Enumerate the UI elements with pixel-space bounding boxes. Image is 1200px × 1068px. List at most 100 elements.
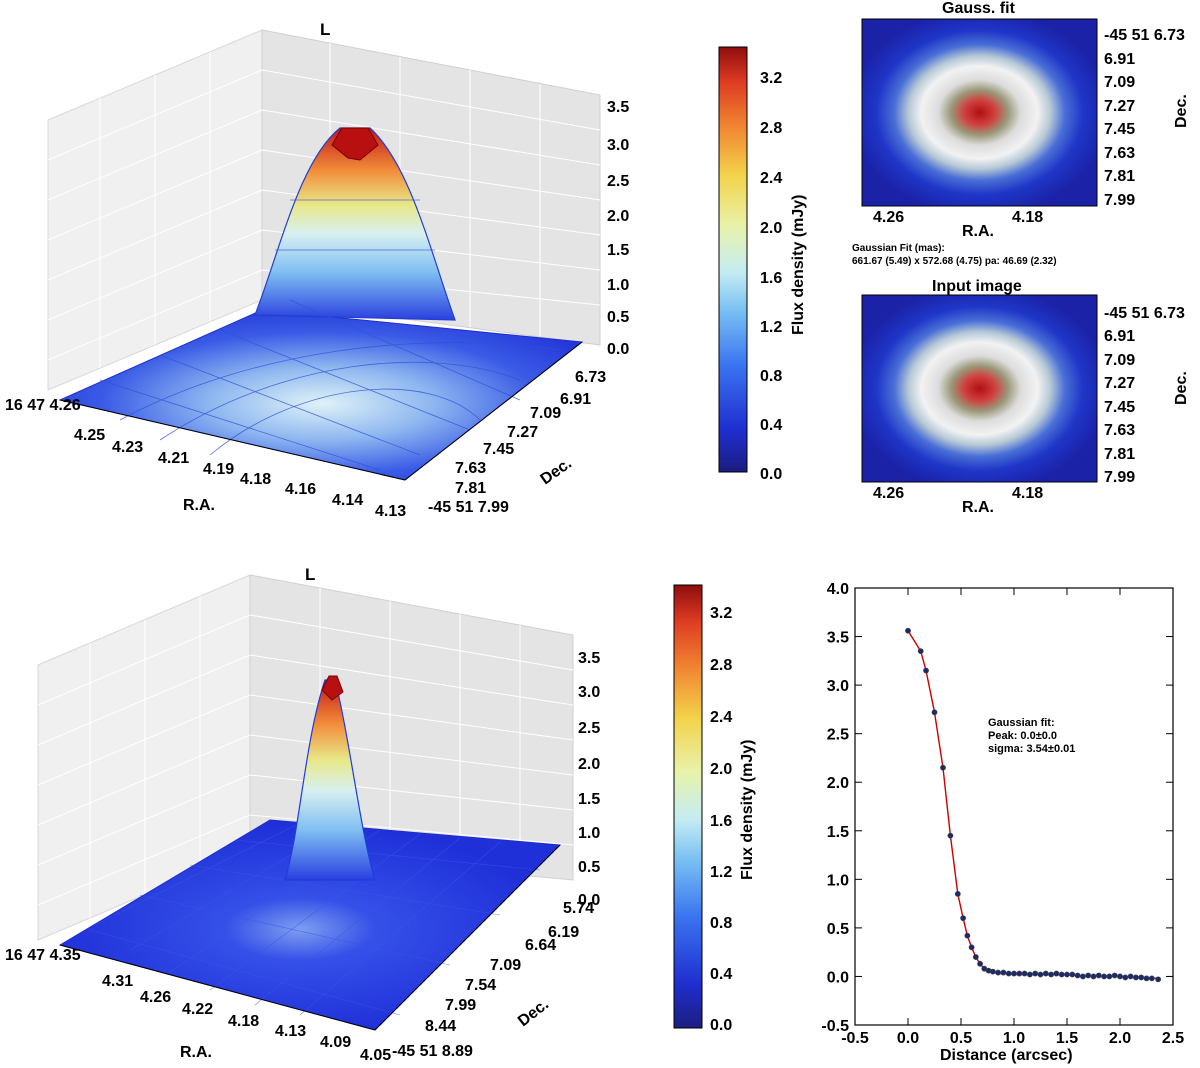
data-point [923,667,929,674]
data-point [1138,974,1145,981]
surface-peak-cap [321,675,344,701]
z-tick: 3.5 [607,99,629,116]
dec-tick: -45 51 6.73 [1104,27,1185,44]
data-point [968,944,975,951]
profile-note-3: sigma: 3.54±0.01 [988,743,1075,755]
bottom-dec-ticks: 5.74 6.19 6.64 7.09 7.54 7.99 8.44 -45 5… [392,900,594,1060]
input-image [861,294,1098,483]
ra-tick: 4.21 [158,450,189,467]
input-image-ra-label: R.A. [962,499,994,516]
top-surface-title: L [320,20,330,39]
data-point [1021,970,1028,977]
data-point [995,969,1001,976]
dec-tick: -45 51 8.89 [392,1043,473,1060]
z-tick: 2.5 [578,720,600,737]
x-tick-label: 2.5 [1162,1030,1184,1047]
x-tick-label: 1.0 [1003,1030,1025,1047]
x-tick-label: 2.0 [1109,1030,1131,1047]
top-z-ticks: 3.5 3.0 2.5 2.0 1.5 1.0 0.5 0.0 [607,99,629,358]
grid-lines [37,588,574,918]
ra-tick: 4.26 [140,989,171,1006]
dec-tick: 7.81 [1104,446,1135,463]
data-point [1111,972,1118,979]
dec-tick: 6.91 [1104,328,1135,345]
input-image-ra-tick: 4.26 [873,485,904,502]
gauss-fit-ra-label: R.A. [962,223,994,240]
data-point [1064,971,1070,978]
cbar-tick: 0.8 [710,915,732,932]
dec-tick: 8.44 [425,1018,456,1035]
bottom-ra-label: R.A. [180,1044,212,1061]
ra-tick: 4.31 [102,973,133,990]
top-ra-label: R.A. [183,497,215,514]
dec-tick: 7.09 [1104,74,1135,91]
data-point [917,648,924,655]
z-tick: 2.0 [607,208,629,225]
y-tick-label: 2.0 [827,775,849,792]
surface-peak [254,127,456,321]
cbar-tick: 0.0 [760,466,782,483]
dec-tick: 7.09 [1104,352,1135,369]
ra-tick: 4.14 [332,492,363,509]
gauss-fit-image [861,18,1098,207]
data-point [1127,973,1134,980]
z-tick: 0.0 [578,892,600,909]
cbar-tick: 3.2 [710,605,732,622]
data-point [1042,970,1049,977]
ra-axis-line [59,944,376,1031]
z-tick: 0.5 [607,309,629,326]
surface-peak-cap [331,127,379,161]
data-points-group [905,627,1162,983]
z-tick: 3.0 [607,137,629,154]
dec-tick: 7.81 [455,480,486,497]
data-point [964,932,971,939]
dec-tick: 7.45 [1104,121,1135,138]
dec-tick: 6.64 [525,937,556,954]
dec-tick: 7.99 [1104,192,1135,209]
data-point [989,968,996,975]
ra-tick: 4.13 [375,503,406,520]
ra-tick: 4.18 [240,471,271,488]
ra-tick: 4.05 [360,1047,391,1064]
data-point [972,954,979,960]
profile-plot: -0.5 0.0 0.5 1.0 1.5 2.0 2.5 -0.5 0.0 0.5 1.0 1.5 2.… [821,581,1184,1064]
data-point [1095,972,1102,979]
data-point [1058,971,1065,978]
dec-tick: 7.09 [530,405,561,422]
data-point [1053,970,1060,977]
y-tick-label: 4.0 [827,581,849,598]
ra-axis-line [59,399,406,481]
data-point [1106,973,1113,980]
input-image-dec-label: Dec. [1173,371,1190,405]
z-tick: 2.5 [607,173,629,190]
data-point [1005,970,1012,977]
cbar-tick: 2.4 [760,170,782,187]
data-point [1117,973,1123,980]
y-tick-label: 0.0 [827,969,849,986]
ra-tick: 16 47 4.26 [5,397,81,414]
gauss-fit-note-2: 661.67 (5.49) x 572.68 (4.75) pa: 46.69 … [852,256,1057,267]
x-tick-label: 0.5 [950,1030,972,1047]
ra-tick: 4.19 [203,461,234,478]
ra-tick: 4.16 [285,481,316,498]
dec-tick: -45 51 7.99 [428,499,509,516]
profile-note-2: Peak: 0.0±0.0 [988,730,1057,742]
data-point [1011,970,1017,977]
dec-tick: 7.27 [1104,375,1135,392]
data-point [1155,976,1162,983]
dec-tick: 6.19 [548,924,579,941]
ra-tick: 4.13 [275,1023,306,1040]
data-point [1085,972,1092,979]
y-tick-label: 3.0 [827,678,849,695]
dec-tick: 7.09 [490,957,521,974]
data-point [931,709,938,716]
z-tick: 1.0 [578,825,600,842]
dec-tick: 7.99 [445,997,476,1014]
ra-tick: 4.22 [182,1001,213,1018]
data-point [1016,970,1023,977]
dec-tick: 7.45 [483,441,514,458]
dec-tick: 7.63 [455,460,486,477]
surface-plot-top [47,29,601,481]
input-image-title: Input image [932,278,1022,295]
dec-tick: 7.27 [507,424,538,441]
